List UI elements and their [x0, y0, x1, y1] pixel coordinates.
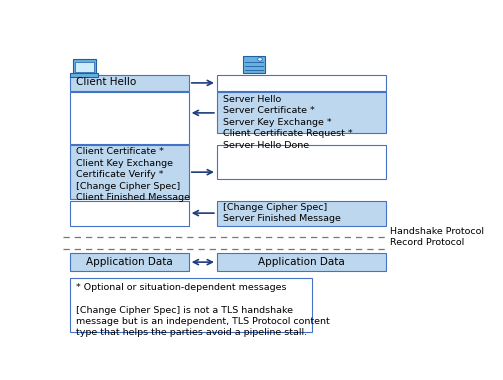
Text: Handshake Protocol: Handshake Protocol: [390, 227, 484, 236]
Text: * Optional or situation-dependent messages

[Change Cipher Spec] is not a TLS ha: * Optional or situation-dependent messag…: [76, 283, 329, 337]
Bar: [243, 56, 265, 73]
Bar: [72, 59, 96, 73]
Text: [Change Cipher Spec]
Server Finished Message: [Change Cipher Spec] Server Finished Mes…: [223, 203, 341, 223]
Bar: [70, 73, 99, 77]
Bar: [217, 75, 386, 91]
Bar: [70, 92, 189, 144]
Bar: [217, 92, 386, 133]
Text: Record Protocol: Record Protocol: [390, 239, 465, 247]
Bar: [70, 278, 311, 332]
Circle shape: [258, 58, 262, 61]
Bar: [75, 62, 94, 72]
Bar: [70, 75, 189, 91]
Bar: [217, 145, 386, 179]
Bar: [217, 201, 386, 226]
Bar: [217, 253, 386, 271]
Text: Server Hello
Server Certificate *
Server Key Exchange *
Client Certificate Reque: Server Hello Server Certificate * Server…: [223, 95, 352, 150]
Text: Client Certificate *
Client Key Exchange
Certificate Verify *
[Change Cipher Spe: Client Certificate * Client Key Exchange…: [76, 147, 190, 202]
Bar: [70, 145, 189, 199]
Text: Application Data: Application Data: [86, 257, 173, 267]
Bar: [70, 201, 189, 226]
Bar: [70, 253, 189, 271]
Text: Application Data: Application Data: [258, 257, 345, 267]
Text: Client Hello: Client Hello: [76, 77, 136, 87]
